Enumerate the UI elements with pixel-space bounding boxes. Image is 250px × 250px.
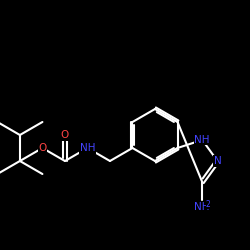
Text: O: O: [61, 130, 69, 140]
Text: NH: NH: [80, 143, 95, 153]
Text: NH: NH: [194, 202, 210, 212]
Text: O: O: [38, 143, 46, 153]
Text: N: N: [214, 156, 222, 166]
Text: NH: NH: [194, 135, 210, 145]
Text: 2: 2: [206, 200, 210, 208]
